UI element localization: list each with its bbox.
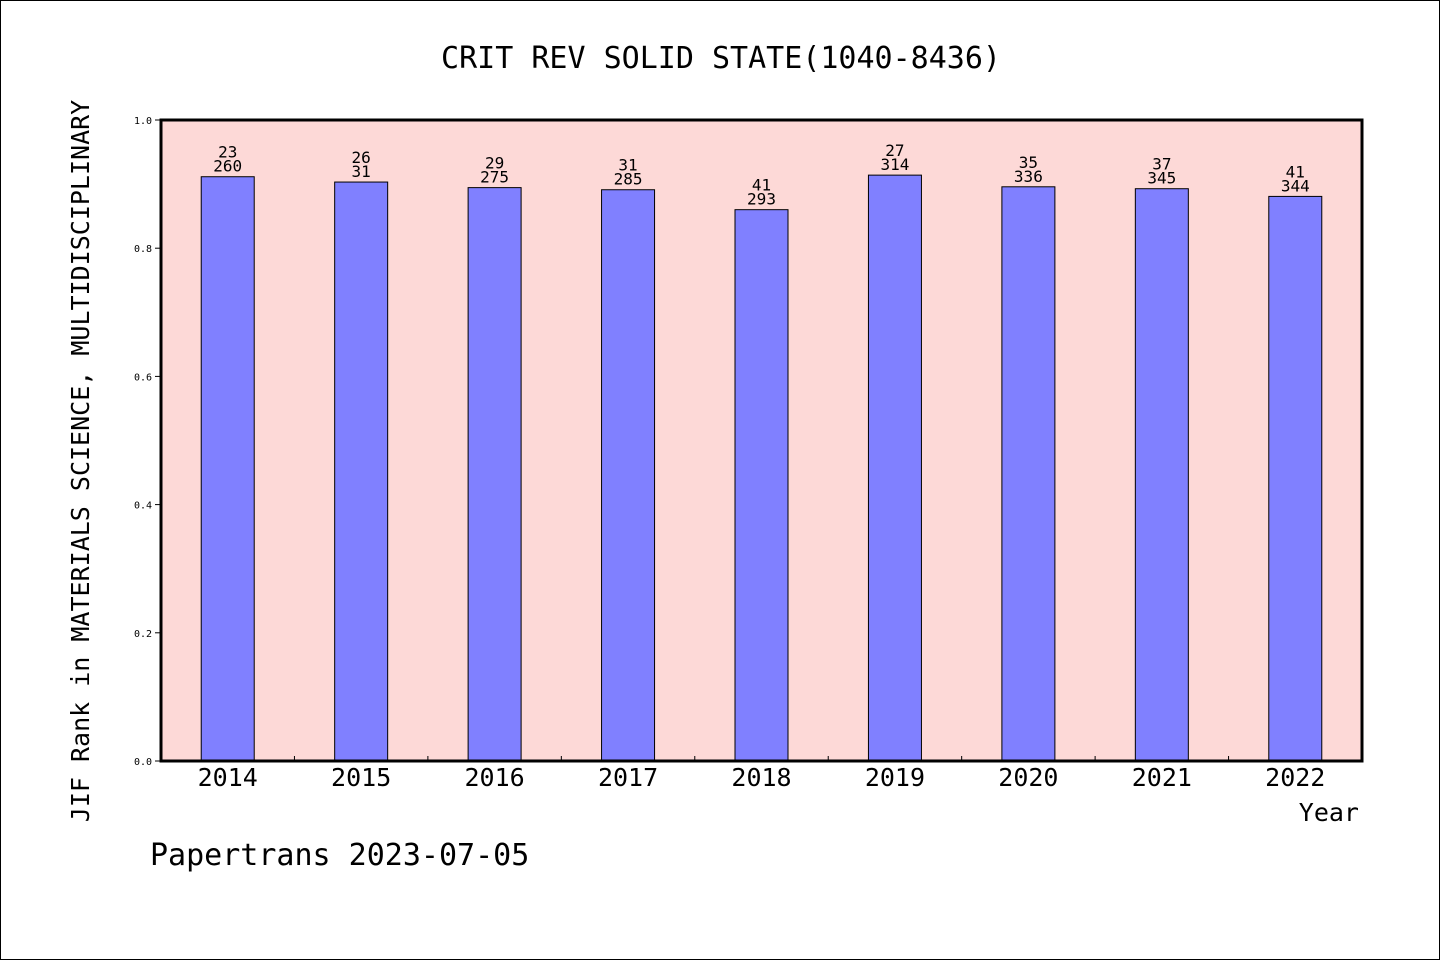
- x-tick-label: 2016: [465, 763, 525, 792]
- bar-rank-label: 35: [1019, 153, 1038, 172]
- x-tick-label: 2022: [1265, 763, 1325, 792]
- bar-rank-label: 41: [1286, 162, 1305, 181]
- y-tick-label: 0.6: [134, 372, 152, 383]
- bar-rank-label: 41: [752, 176, 771, 195]
- bar-total-label: 344: [1281, 176, 1310, 195]
- plot-frame: [159, 118, 1364, 763]
- x-tick-label: 2017: [598, 763, 658, 792]
- bar-total-label: 275: [480, 168, 509, 187]
- y-axis-label: JIF Rank in MATERIALS SCIENCE, MULTIDISC…: [66, 100, 95, 822]
- bar-total-label: 285: [614, 170, 643, 189]
- bar: [467, 187, 522, 762]
- bar: [867, 174, 922, 762]
- bar-total-label: 314: [880, 155, 909, 174]
- y-tick-label: 1.0: [134, 116, 152, 127]
- bar-rank-label: 23: [218, 143, 237, 162]
- x-tick-label: 2014: [198, 763, 258, 792]
- y-tick-label: 0.2: [134, 629, 152, 640]
- bar: [1001, 186, 1056, 762]
- bar: [1268, 195, 1323, 762]
- x-axis-label: Year: [1299, 798, 1359, 827]
- bar: [200, 176, 255, 762]
- bar-rank-label: 31: [618, 156, 637, 175]
- bar-rank-label: 29: [485, 154, 504, 173]
- x-tick-label: 2018: [731, 763, 791, 792]
- y-tick-label: 0.4: [134, 501, 152, 512]
- x-tick-label: 2019: [865, 763, 925, 792]
- bar-total-label: 345: [1147, 169, 1176, 188]
- bar-total-label: 31: [352, 162, 371, 181]
- bar-total-label: 336: [1014, 167, 1043, 186]
- y-tick-label: 0.0: [134, 757, 152, 768]
- x-tick-label: 2015: [331, 763, 391, 792]
- footer-watermark: Papertrans 2023-07-05: [150, 838, 529, 873]
- chart-title: CRIT REV SOLID STATE(1040-8436): [441, 41, 1001, 76]
- bar-rank-label: 27: [885, 141, 904, 160]
- x-tick-label: 2020: [998, 763, 1058, 792]
- bar-total-label: 293: [747, 190, 776, 209]
- bar-rank-label: 37: [1152, 155, 1171, 174]
- y-tick-label: 0.8: [134, 244, 152, 255]
- bar: [601, 189, 656, 762]
- bar: [334, 181, 389, 762]
- plot-area: 0.00.20.40.60.81.02326020142631201529275…: [134, 116, 1364, 792]
- bar: [1134, 188, 1189, 762]
- bar-total-label: 260: [213, 157, 242, 176]
- bar: [734, 209, 789, 762]
- x-tick-label: 2021: [1132, 763, 1192, 792]
- bar-rank-label: 26: [352, 148, 371, 167]
